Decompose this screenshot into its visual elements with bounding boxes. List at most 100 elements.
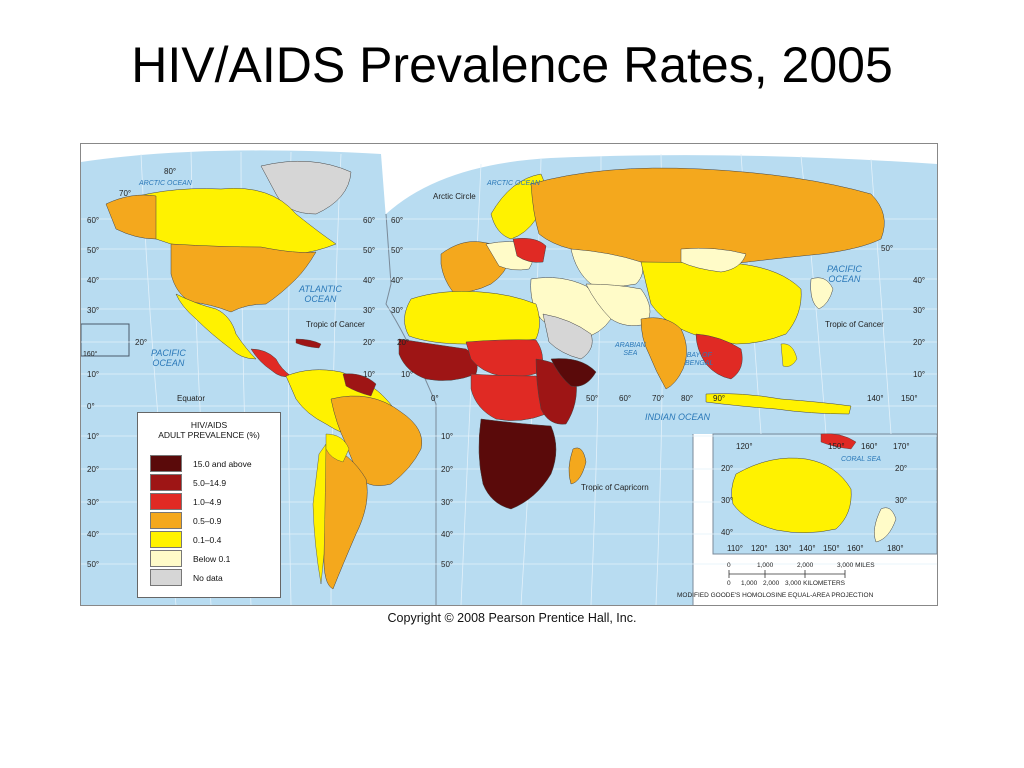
arabian-sea-label: ARABIAN SEA xyxy=(615,342,646,358)
indian-ocean-label: INDIAN OCEAN xyxy=(645,412,711,422)
arctic-ocean-label-right: ARCTIC OCEAN xyxy=(487,180,540,187)
lat-label: 20° xyxy=(87,465,100,474)
papua-new-guinea xyxy=(820,433,857,450)
aus-lon: 130° xyxy=(775,544,792,553)
legend-item: 1.0–4.9 xyxy=(150,493,274,510)
chile xyxy=(312,443,327,585)
lat-label: 30° xyxy=(87,306,100,315)
lat-label: 0° xyxy=(87,402,95,411)
scale-mile-tick: 0 xyxy=(727,562,731,569)
legend-swatch xyxy=(150,493,182,510)
lon-label: 160° xyxy=(83,351,98,358)
lat-label-mid: 60° xyxy=(363,216,376,225)
aus-lat: 40° xyxy=(721,528,734,537)
copyright: Copyright © 2008 Pearson Prentice Hall, … xyxy=(387,611,637,625)
equator-label: Equator xyxy=(177,394,206,403)
russia xyxy=(530,167,885,265)
legend-item: 0.5–0.9 xyxy=(150,512,274,529)
legend-swatch xyxy=(150,512,182,529)
scale-km-tick: 0 xyxy=(727,580,731,587)
scale-bar: 0 1,000 2,000 3,000 MILES 0 1,000 2,000 … xyxy=(677,560,937,605)
pacific-ocean-label-left: PACIFIC OCEAN xyxy=(151,348,186,369)
scale-mile-tick: 1,000 xyxy=(757,562,774,569)
bay-of-bengal-label: BAY OF BENGAL xyxy=(685,352,714,368)
scale-lines xyxy=(728,570,846,578)
aus-lon-top: 150° xyxy=(828,442,845,451)
aus-lat-right: 20° xyxy=(895,464,908,473)
lat-label: 60° xyxy=(87,216,100,225)
lat-label-africa: 30° xyxy=(391,306,404,315)
lat-label-africa: 0° xyxy=(431,394,439,403)
lat-label: 40° xyxy=(87,276,100,285)
legend-item: 0.1–0.4 xyxy=(150,531,274,548)
pacific-ocean-label-right: PACIFIC OCEAN xyxy=(827,264,862,285)
legend-label: 0.1–0.4 xyxy=(193,535,222,545)
scale-km-label: 3,000 KILOMETERS xyxy=(785,580,845,587)
lat-label: 30° xyxy=(87,498,100,507)
lon-label: 50° xyxy=(586,394,599,403)
lat-label-right: 50° xyxy=(881,244,894,253)
hawaii-inset xyxy=(81,323,130,357)
southern-africa xyxy=(478,418,557,510)
legend-label: Below 0.1 xyxy=(193,554,231,564)
lat-label-right: 20° xyxy=(913,338,926,347)
lat-label: 10° xyxy=(87,370,100,379)
lat-label-africa: 10° xyxy=(401,370,414,379)
lat-label-right: 10° xyxy=(913,370,926,379)
lat-label-mid: 40° xyxy=(363,276,376,285)
lat-label-africa: 30° xyxy=(441,498,454,507)
lat-label-africa: 50° xyxy=(441,560,454,569)
australia xyxy=(731,457,852,533)
aus-lon-top: 170° xyxy=(893,442,910,451)
legend-swatch xyxy=(150,474,182,491)
lat-label-africa: 50° xyxy=(391,246,404,255)
scale-miles-label: 3,000 MILES xyxy=(837,562,875,569)
north-africa xyxy=(404,291,540,345)
lat-label-mid: 10° xyxy=(363,370,376,379)
kazakhstan xyxy=(570,248,643,287)
lat-label-mid: 30° xyxy=(363,306,376,315)
lon-label: 70° xyxy=(652,394,665,403)
lat-label: 20° xyxy=(135,338,148,347)
projection-label: MODIFIED GOODE'S HOMOLOSINE EQUAL-AREA P… xyxy=(677,592,874,599)
lon-label: 90° xyxy=(713,394,726,403)
lat-label-mid: 20° xyxy=(363,338,376,347)
legend: HIV/AIDS ADULT PREVALENCE (%) 15.0 and a… xyxy=(137,412,281,598)
legend-item: 5.0–14.9 xyxy=(150,474,274,491)
aus-lon: 150° xyxy=(823,544,840,553)
lat-label: 70° xyxy=(119,189,132,198)
japan-korea xyxy=(810,277,834,310)
aus-lon: 110° xyxy=(727,544,743,553)
legend-label: 15.0 and above xyxy=(193,459,252,469)
aus-lon-top: 160° xyxy=(861,442,878,451)
aus-lon: 120° xyxy=(751,544,768,553)
lat-label-africa: 40° xyxy=(441,530,454,539)
lat-label-africa: 20° xyxy=(441,465,454,474)
coral-sea-label: CORAL SEA xyxy=(841,456,881,463)
aus-lat-right: 30° xyxy=(895,496,908,505)
legend-item: 15.0 and above xyxy=(150,455,274,472)
lat-label-mid: 50° xyxy=(363,246,376,255)
lat-label: 50° xyxy=(87,246,100,255)
lat-label-africa: 20° xyxy=(397,338,410,347)
legend-item: Below 0.1 xyxy=(150,550,274,567)
lon-label: 140° xyxy=(867,394,884,403)
legend-swatch xyxy=(150,550,182,567)
horn-of-africa xyxy=(550,358,597,387)
legend-label: 1.0–4.9 xyxy=(193,497,222,507)
southeast-asia xyxy=(695,333,743,380)
slide-title: HIV/AIDS Prevalence Rates, 2005 xyxy=(131,37,893,93)
legend-swatch xyxy=(150,569,182,586)
lat-label-africa: 60° xyxy=(391,216,404,225)
aus-lon: 160° xyxy=(847,544,864,553)
lon-label: 60° xyxy=(619,394,632,403)
legend-title: HIV/AIDS ADULT PREVALENCE (%) xyxy=(158,420,260,441)
lat-label: 50° xyxy=(87,560,100,569)
aus-lon: 140° xyxy=(799,544,816,553)
legend-swatch xyxy=(150,455,182,472)
legend-label: 5.0–14.9 xyxy=(193,478,227,488)
lon-label: 150° xyxy=(901,394,918,403)
arctic-ocean-label-left: ARCTIC OCEAN xyxy=(139,180,192,187)
lat-label-right: 40° xyxy=(913,276,926,285)
aus-lon: 180° xyxy=(887,544,904,553)
